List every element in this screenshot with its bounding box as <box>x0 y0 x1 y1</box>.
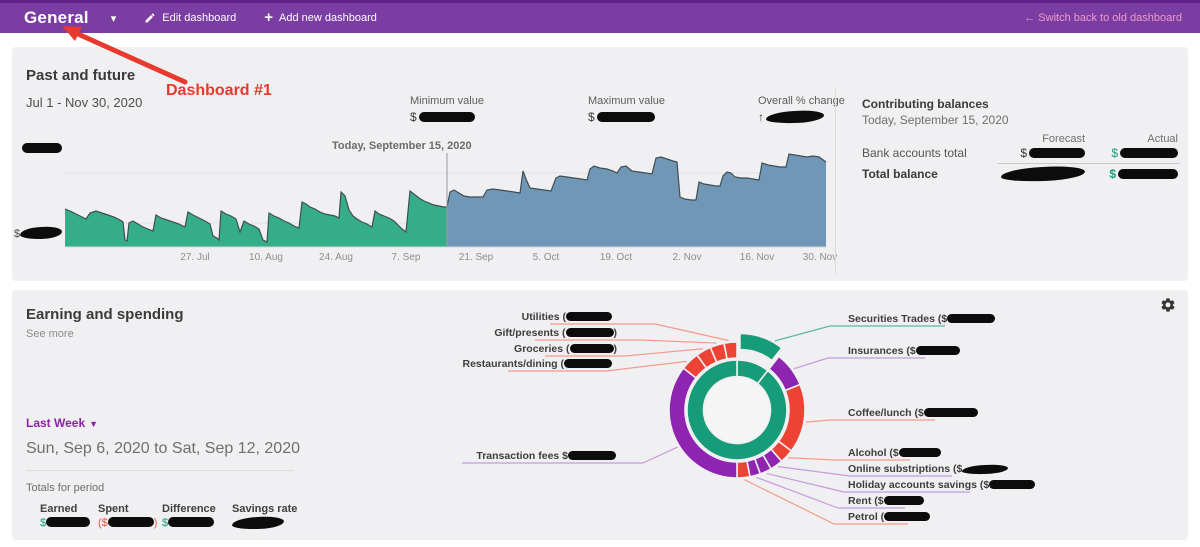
leader-line <box>774 325 945 342</box>
totals-title: Totals for period <box>26 482 105 494</box>
totals-item-difference: Difference $ <box>162 503 216 529</box>
y-axis-label-redacted-top <box>22 143 62 153</box>
pencil-icon <box>144 12 156 24</box>
table-divider <box>998 163 1180 164</box>
plus-icon: + <box>264 9 274 26</box>
period-selector[interactable]: Last Week ▼ <box>26 416 99 430</box>
totals-item-earned: Earned $ <box>40 503 91 529</box>
y-axis-label-redacted-bottom: $ <box>14 226 63 240</box>
overall-change-redacted: ↑ <box>758 109 845 125</box>
period-range: Sun, Sep 6, 2020 to Sat, Sep 12, 2020 <box>26 440 300 457</box>
redacted-value <box>46 517 91 527</box>
spending-sunburst-chart <box>12 290 1188 540</box>
stat-minimum-value: Minimum value $ <box>410 95 484 124</box>
x-axis-tick: 21. Sep <box>458 252 494 263</box>
switch-old-dashboard-label: Switch back to old dashboard <box>1038 12 1182 24</box>
x-axis-tick: 10. Aug <box>249 252 283 263</box>
inner-ring-segment[interactable] <box>686 359 788 461</box>
see-more-link[interactable]: See more <box>26 328 74 340</box>
table-row-bank-accounts-total: Bank accounts total $ $ <box>862 146 1178 160</box>
leader-line <box>550 323 729 342</box>
redacted-value <box>168 517 215 527</box>
divider <box>26 470 294 471</box>
stat-maximum-value: Maximum value $ <box>588 95 666 124</box>
dashboard-selector[interactable]: General ▾ <box>24 8 116 28</box>
segment-utilities[interactable] <box>723 341 738 360</box>
table-row-total-balance: Total balance $ <box>862 165 1178 183</box>
add-dashboard-label: Add new dashboard <box>279 12 377 24</box>
x-axis-tick: 27. Jul <box>180 252 210 263</box>
earning-and-spending-card: Earning and spending See more Last Week ▼… <box>12 290 1188 540</box>
top-navigation-bar: General ▾ Edit dashboard + Add new dashb… <box>0 3 1200 33</box>
earning-spending-title: Earning and spending <box>26 306 184 323</box>
totals-item-savings-rate: Savings rate <box>231 503 297 531</box>
switch-old-dashboard-link[interactable]: ← Switch back to old dashboard <box>1024 12 1182 24</box>
x-axis-tick: 30. Nov <box>802 252 838 263</box>
x-axis-tick: 7. Sep <box>391 252 421 263</box>
add-dashboard-button[interactable]: + Add new dashboard <box>264 9 377 26</box>
column-header-forecast: Forecast <box>1042 133 1085 145</box>
forecast-value-redacted: $ <box>1020 146 1085 160</box>
date-range: Jul 1 - Nov 30, 2020 <box>26 95 143 110</box>
x-axis-tick: 24. Aug <box>319 252 353 263</box>
leader-line <box>778 466 952 477</box>
leader-line <box>545 348 704 357</box>
past-future-title: Past and future <box>26 67 136 84</box>
contributing-subtitle: Today, September 15, 2020 <box>862 113 1009 127</box>
redacted-value <box>107 517 154 527</box>
chevron-down-icon[interactable]: ▾ <box>110 12 117 25</box>
area-series <box>447 154 826 247</box>
gear-icon[interactable] <box>1160 297 1176 313</box>
panel-divider <box>835 89 836 275</box>
segment-petrol[interactable] <box>736 460 751 479</box>
x-axis-tick: 19. Oct <box>599 252 633 263</box>
segment-securities-trades[interactable] <box>739 332 783 362</box>
left-arrow-icon: ← <box>1024 12 1036 24</box>
redacted-value <box>231 515 285 531</box>
x-axis-tick: 16. Nov <box>739 252 775 263</box>
leader-line <box>793 357 925 370</box>
today-marker-label: Today, September 15, 2020 <box>332 140 472 152</box>
contributing-title: Contributing balances <box>862 97 989 111</box>
up-arrow-icon: ↑ <box>758 110 764 124</box>
x-axis-tick: 2. Nov <box>672 252 702 263</box>
leader-line <box>744 479 908 525</box>
past-and-future-card: Past and future Jul 1 - Nov 30, 2020 Min… <box>12 47 1188 281</box>
edit-dashboard-label: Edit dashboard <box>162 12 237 24</box>
leader-line <box>766 472 970 493</box>
maximum-value-redacted: $ <box>588 110 665 124</box>
leader-line <box>788 457 910 461</box>
balance-area-chart <box>12 47 1188 281</box>
leader-line <box>508 360 687 372</box>
totals-item-spent: Spent ($) <box>98 503 158 529</box>
column-header-actual: Actual <box>1147 133 1178 145</box>
leader-line <box>756 476 905 509</box>
top-strip <box>0 0 1200 3</box>
leader-line <box>462 446 678 464</box>
actual-value-redacted: $ <box>1109 167 1178 181</box>
minimum-value-redacted: $ <box>410 110 484 124</box>
actual-value-redacted: $ <box>1111 146 1178 160</box>
dashboard-name: General <box>24 8 89 27</box>
forecast-value-redacted <box>1000 165 1086 183</box>
chevron-down-icon: ▼ <box>89 419 99 429</box>
area-series <box>65 191 447 247</box>
x-axis-tick: 5. Oct <box>532 252 560 263</box>
leader-line <box>535 339 717 344</box>
edit-dashboard-button[interactable]: Edit dashboard <box>144 12 236 24</box>
stat-overall-change: Overall % change ↑ <box>758 95 845 125</box>
leader-line <box>805 419 935 423</box>
